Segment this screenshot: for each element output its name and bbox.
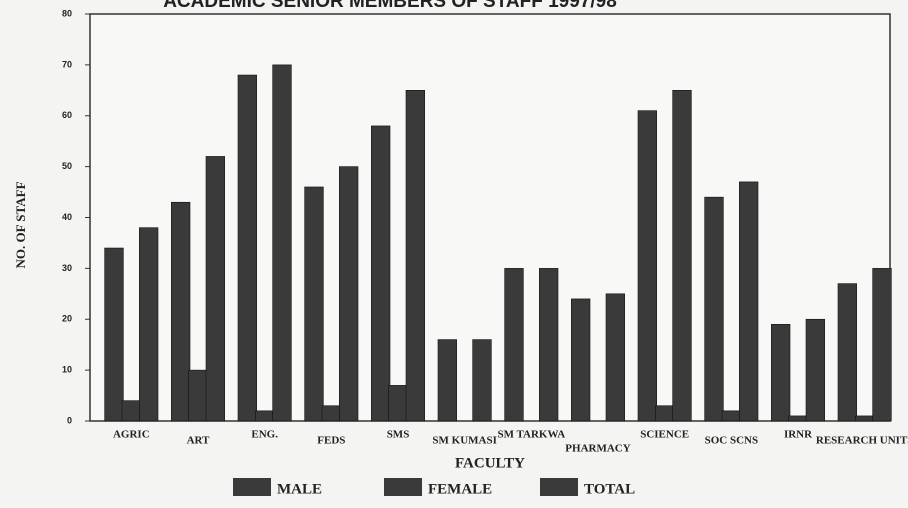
bar bbox=[139, 227, 159, 422]
legend-swatch bbox=[233, 478, 271, 496]
bar bbox=[655, 405, 675, 422]
bar bbox=[637, 110, 657, 422]
bar bbox=[721, 410, 741, 422]
bar bbox=[104, 247, 124, 422]
bar bbox=[672, 90, 692, 422]
bar bbox=[571, 298, 591, 422]
bar bbox=[788, 415, 808, 422]
y-tick-label: 20 bbox=[62, 314, 72, 324]
y-tick-label: 40 bbox=[62, 212, 72, 222]
bar bbox=[539, 268, 559, 422]
bar bbox=[388, 385, 408, 422]
x-tick-label: PHARMACY bbox=[565, 443, 630, 455]
bar bbox=[837, 283, 857, 422]
bar bbox=[188, 369, 208, 422]
x-tick-label: ART bbox=[187, 435, 211, 447]
y-axis-label: NO. OF STAFF bbox=[13, 181, 28, 268]
y-tick-label: 0 bbox=[67, 415, 72, 425]
x-tick-label: ENG. bbox=[251, 429, 278, 441]
legend-swatch bbox=[540, 478, 578, 496]
x-tick-label: IRNR bbox=[784, 429, 813, 441]
bar bbox=[872, 268, 892, 422]
bar bbox=[339, 166, 359, 422]
bar bbox=[504, 268, 524, 422]
bar bbox=[805, 318, 825, 422]
x-axis-label: FACULTY bbox=[455, 455, 525, 471]
x-tick-label: FEDS bbox=[317, 435, 345, 447]
bar bbox=[171, 201, 191, 422]
bar bbox=[237, 74, 257, 422]
legend-swatch bbox=[384, 478, 422, 496]
bar bbox=[605, 293, 625, 422]
x-tick-label: SOC SCNS bbox=[705, 435, 759, 447]
y-tick-label: 80 bbox=[62, 8, 72, 18]
bar bbox=[255, 410, 275, 422]
bar bbox=[371, 125, 391, 422]
chart-title: ACADEMIC SENIOR MEMBERS OF STAFF 1997/98 bbox=[163, 0, 617, 12]
bar bbox=[321, 405, 341, 422]
x-tick-label: SMS bbox=[387, 429, 410, 441]
y-tick-label: 50 bbox=[62, 161, 72, 171]
y-tick-label: 30 bbox=[62, 263, 72, 273]
bar bbox=[205, 156, 225, 422]
x-tick-label: RESEARCH UNITS bbox=[816, 435, 908, 447]
legend-label: FEMALE bbox=[428, 481, 492, 497]
bar bbox=[704, 196, 724, 422]
bar bbox=[472, 339, 492, 422]
bar bbox=[304, 186, 324, 422]
y-tick-label: 60 bbox=[62, 110, 72, 120]
y-tick-label: 10 bbox=[62, 365, 72, 375]
bar bbox=[855, 415, 875, 422]
x-tick-label: SCIENCE bbox=[640, 429, 689, 441]
bar bbox=[437, 339, 457, 422]
legend-label: MALE bbox=[277, 481, 322, 497]
legend-label: TOTAL bbox=[584, 481, 635, 497]
x-tick-label: AGRIC bbox=[113, 429, 150, 441]
x-tick-label: SM KUMASI bbox=[432, 435, 496, 447]
x-tick-label: SM TARKWA bbox=[497, 429, 565, 441]
bar bbox=[771, 324, 791, 422]
bar bbox=[121, 400, 141, 422]
bar bbox=[272, 64, 292, 422]
bar bbox=[739, 181, 759, 422]
bar bbox=[405, 90, 425, 422]
y-tick-label: 70 bbox=[62, 59, 72, 69]
